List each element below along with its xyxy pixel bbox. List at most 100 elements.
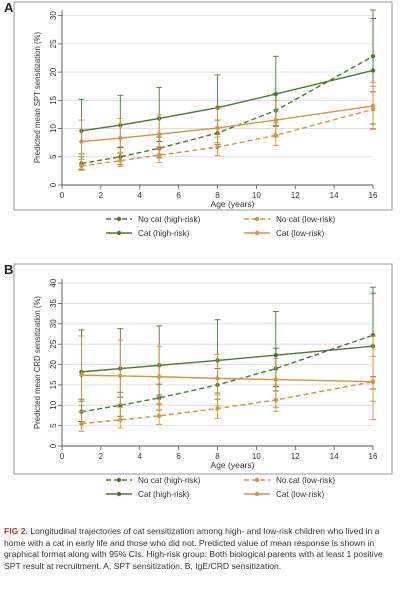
x-tick-label: 4 [138, 191, 143, 200]
y-tick-label: 40 [49, 278, 58, 287]
y-tick-label: 5 [49, 423, 58, 428]
series-cat-low-risk [78, 335, 376, 420]
data-point [273, 91, 279, 97]
data-point [215, 376, 220, 381]
legend-marker [254, 477, 260, 483]
x-tick-label: 2 [99, 191, 104, 200]
chart-panel-a: A 0 5 10 15 20 25 30 0 2 4 6 8 10 12 14 16 Age (years) Pre… [4, 0, 393, 238]
y-tick-label: 20 [49, 360, 58, 369]
x-tick-label: 0 [60, 191, 65, 200]
x-axis-title: Age (years) [211, 199, 255, 209]
x-tick-label: 6 [176, 191, 181, 200]
data-point [79, 421, 84, 426]
y-tick-label: 0 [49, 182, 58, 187]
panel-label: A [4, 0, 14, 15]
x-tick-label: 0 [60, 452, 65, 461]
series-line [81, 374, 374, 383]
figure-caption: FIG 2. Longitudinal trajectories of cat … [4, 526, 400, 572]
x-axis-title: Age (years) [211, 460, 255, 470]
y-tick-label: 5 [49, 154, 58, 159]
data-point [156, 374, 162, 379]
series-line [81, 69, 374, 132]
data-point [118, 135, 123, 141]
legend-label: Cat (high-risk) [138, 490, 190, 499]
x-tick-label: 14 [330, 191, 339, 200]
data-point [215, 406, 220, 411]
chart-panel-b: B 0 5 10 15 20 25 30 35 40 0 2 4 6 8 10 12 14 16 Age (years… [4, 262, 393, 499]
data-point [370, 379, 376, 384]
data-point [156, 413, 162, 419]
legend-label: No cat (high-risk) [138, 476, 201, 485]
legend-marker [116, 477, 122, 483]
legend-marker [116, 216, 122, 222]
y-tick-label: 25 [49, 39, 58, 48]
x-tick-label: 10 [252, 452, 261, 461]
data-point [273, 352, 279, 358]
y-tick-label: 0 [49, 443, 58, 448]
x-tick-label: 16 [369, 191, 378, 200]
legend: No cat (high-risk) No cat (low-risk) Cat (… [106, 215, 335, 238]
x-tick-label: 8 [215, 191, 220, 200]
legend-label: No cat (low-risk) [276, 215, 335, 224]
panel-frame [13, 263, 393, 475]
series-line [81, 55, 374, 165]
data-point [273, 377, 279, 382]
data-point [215, 105, 220, 110]
data-point [79, 163, 84, 169]
data-point [118, 373, 123, 379]
data-point [118, 158, 123, 163]
x-tick-label: 2 [99, 452, 104, 461]
y-axis-title: Predicted mean SPT sensitization (%) [33, 32, 42, 164]
series-line [81, 108, 374, 167]
data-point [79, 139, 84, 144]
legend-marker [254, 230, 260, 236]
legend-label: No cat (high-risk) [138, 215, 201, 224]
y-tick-label: 10 [49, 400, 58, 409]
x-tick-label: 8 [215, 452, 220, 461]
legend-marker [254, 216, 260, 222]
legend: No cat (high-risk) No cat (low-risk) Cat (… [106, 476, 335, 499]
series-line [81, 105, 374, 143]
caption-lead: FIG 2. [4, 526, 28, 536]
x-tick-label: 14 [330, 452, 339, 461]
y-tick-label: 15 [49, 380, 58, 389]
x-tick-label: 12 [291, 191, 300, 200]
legend-marker [254, 491, 260, 497]
data-point [215, 125, 220, 131]
legend-label: Cat (high-risk) [138, 229, 190, 238]
caption-text: Longitudinal trajectories of cat sensiti… [4, 526, 383, 571]
y-axis-title: Predicted mean CRD sensitization (%) [33, 296, 42, 429]
series-line [81, 334, 374, 413]
legend-label: Cat (low-risk) [276, 490, 324, 499]
legend-marker [116, 491, 122, 497]
y-tick-label: 30 [49, 319, 58, 328]
legend-label: Cat (low-risk) [276, 229, 324, 238]
x-tick-label: 6 [176, 452, 181, 461]
data-point [156, 131, 162, 137]
x-tick-label: 12 [291, 452, 300, 461]
data-point [215, 144, 220, 150]
panel-frame [13, 1, 393, 211]
legend-label: No cat (low-risk) [276, 476, 335, 485]
legend-marker [116, 230, 122, 236]
x-tick-label: 10 [252, 191, 261, 200]
x-tick-label: 16 [369, 452, 378, 461]
y-tick-label: 35 [49, 298, 58, 307]
data-point [118, 417, 123, 423]
y-tick-label: 10 [49, 124, 58, 133]
panel-label: B [4, 262, 13, 277]
series-line [81, 345, 374, 373]
y-tick-label: 30 [49, 11, 58, 20]
data-point [370, 103, 376, 109]
y-tick-label: 20 [49, 67, 58, 76]
data-point [370, 68, 376, 73]
x-tick-label: 4 [138, 452, 143, 461]
series-cat-low-risk [78, 81, 376, 158]
data-point [156, 152, 162, 158]
data-point [79, 372, 84, 378]
y-tick-label: 15 [49, 95, 58, 104]
y-tick-label: 25 [49, 339, 58, 348]
data-point [273, 117, 279, 123]
series-line [81, 380, 374, 425]
